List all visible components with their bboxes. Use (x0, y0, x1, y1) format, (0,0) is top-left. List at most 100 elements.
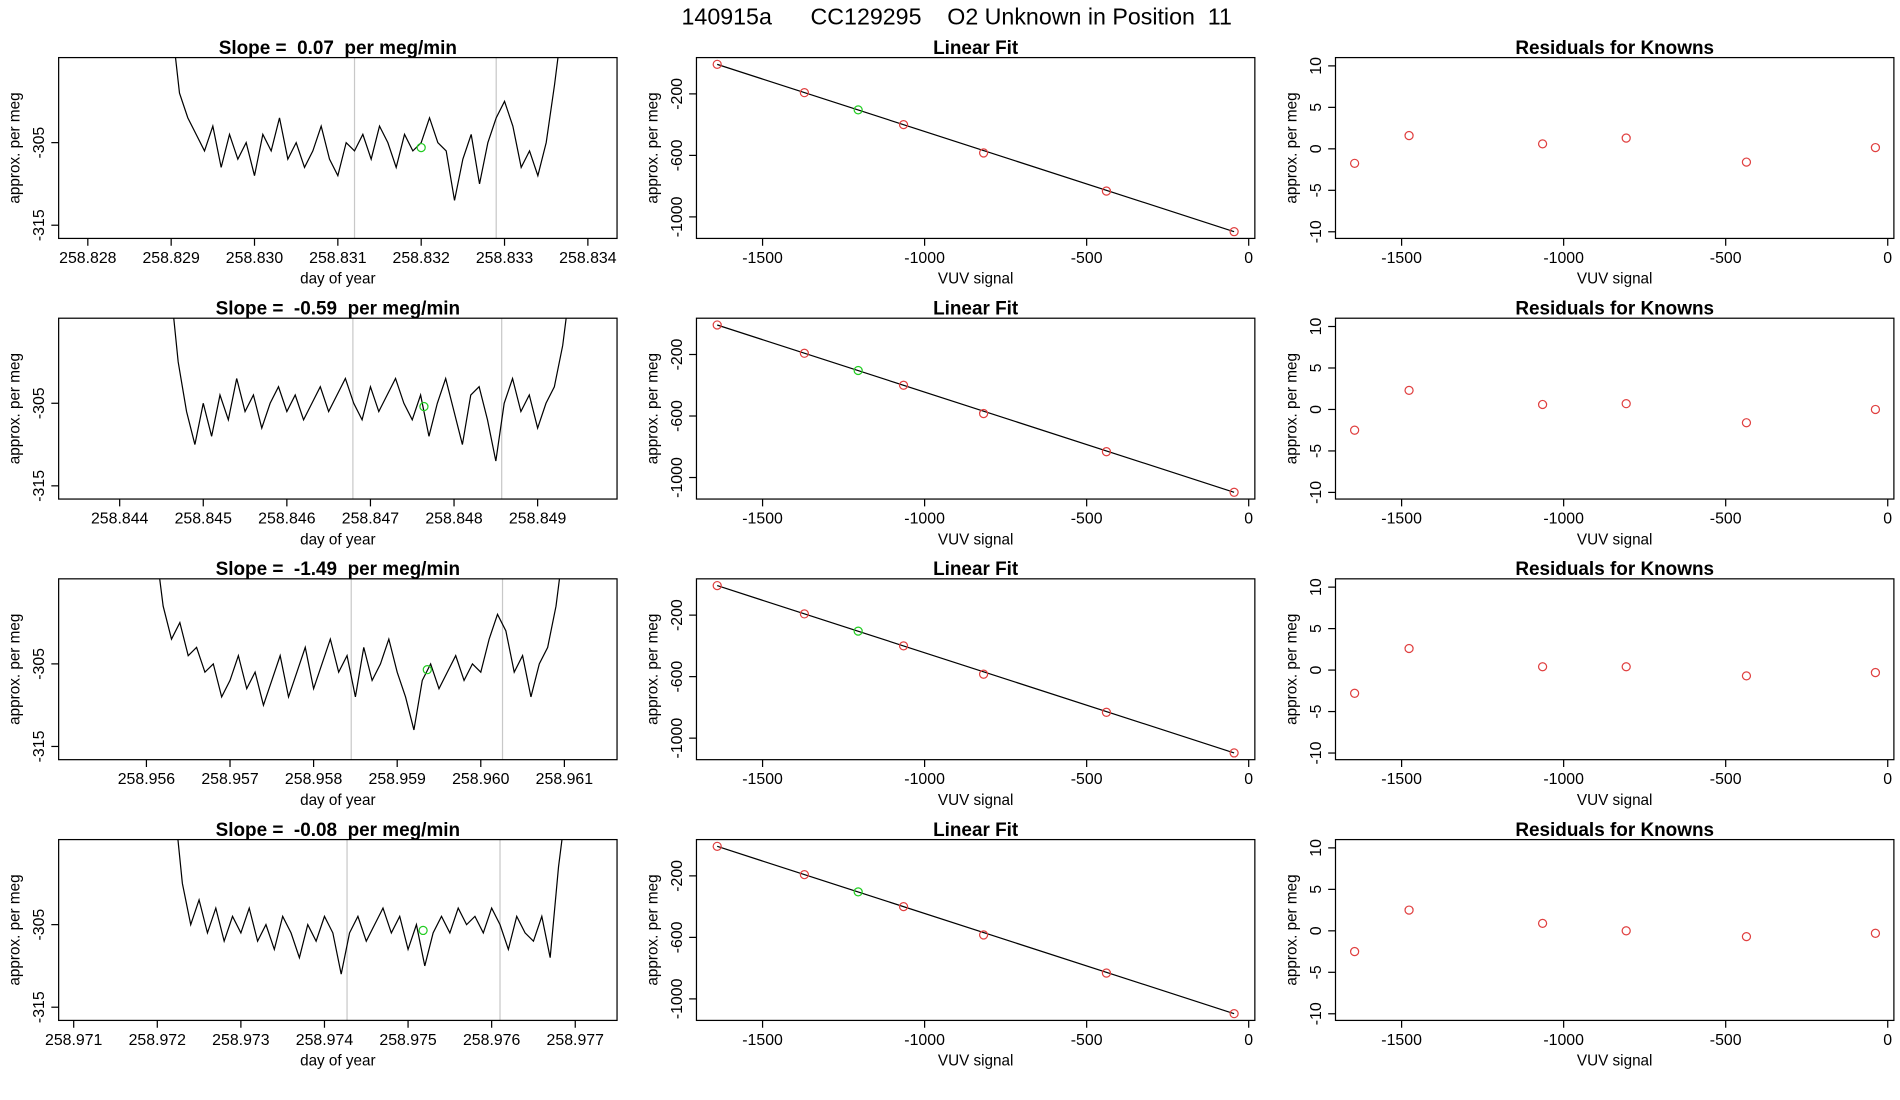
x-tick-label: 258.847 (342, 510, 400, 527)
fit-line (717, 845, 1235, 1015)
x-tick-label: -500 (1710, 510, 1742, 527)
plot-frame (1334, 317, 1895, 500)
y-tick-label: -315 (31, 470, 48, 502)
data-line (174, 57, 559, 201)
data-point (1621, 662, 1631, 672)
fit-line (717, 63, 1235, 233)
plot-frame (695, 838, 1256, 1022)
highlight-point (418, 925, 428, 936)
y-axis-label: approx. per meg (1283, 353, 1300, 464)
x-tick-label: 258.831 (309, 250, 367, 267)
y-tick-label: -5 (1308, 965, 1325, 979)
plot-area (712, 320, 1239, 497)
x-tick-label: -1500 (1381, 1032, 1422, 1049)
panel-title: Slope = -1.49 per meg/min (216, 559, 461, 580)
y-tick-label: -305 (31, 387, 48, 419)
x-tick-label: 258.829 (142, 250, 200, 267)
plot-area (1349, 643, 1881, 698)
y-axis-label: approx. per meg (7, 614, 24, 725)
data-point (1741, 931, 1752, 942)
x-tick-label: 258.957 (201, 771, 259, 788)
y-tick-label: -600 (669, 661, 686, 693)
x-tick-label: -1500 (1381, 510, 1422, 527)
y-tick-label: -5 (1308, 444, 1325, 458)
plot-frame (58, 838, 618, 1022)
fit-line (717, 324, 1235, 493)
data-point (898, 901, 909, 912)
y-tick-label: 5 (1308, 363, 1325, 372)
x-tick-label: -1500 (742, 771, 783, 788)
y-tick-label: -600 (669, 139, 686, 171)
data-point (978, 669, 989, 679)
y-tick-label: 10 (1308, 318, 1325, 336)
panel-title: Linear Fit (933, 820, 1019, 841)
x-tick-label: 258.845 (175, 510, 233, 527)
data-point (1101, 707, 1112, 717)
data-point (712, 580, 722, 591)
y-tick-label: -315 (31, 991, 48, 1023)
fit-line (717, 585, 1235, 754)
data-point (1870, 928, 1881, 938)
plot-frame (58, 56, 618, 240)
data-point (1229, 487, 1239, 497)
x-tick-label: -1000 (904, 1032, 945, 1049)
y-tick-label: 5 (1308, 624, 1325, 633)
data-point (1349, 158, 1360, 168)
panel: Linear Fit -1500 -1000 -500 0 -200 -600 -1000 VU… (644, 559, 1256, 809)
data-point (1404, 643, 1414, 654)
data-point (1537, 399, 1548, 410)
data-point (1537, 662, 1548, 672)
panel-title: Slope = 0.07 per meg/min (219, 38, 457, 59)
x-tick-label: 258.974 (296, 1032, 354, 1049)
panel: Residuals for Knowns -1500 -1000 -500 0 -10 -5… (1283, 559, 1895, 809)
x-tick-label: -1500 (742, 510, 783, 527)
data-point (799, 88, 810, 98)
y-axis-label: approx. per meg (1283, 874, 1300, 985)
x-tick-label: 258.958 (285, 771, 343, 788)
plot-frame (1334, 578, 1895, 761)
y-axis-label: approx. per meg (644, 874, 661, 985)
y-tick-label: 0 (1308, 926, 1325, 935)
y-tick-label: -1000 (669, 457, 686, 498)
x-tick-label: 0 (1244, 250, 1253, 267)
plot-area (712, 59, 1239, 237)
x-tick-label: 0 (1244, 771, 1253, 788)
y-axis-label: approx. per meg (644, 614, 661, 725)
data-point (1741, 418, 1752, 428)
x-axis-label: day of year (300, 531, 376, 548)
data-point (853, 105, 863, 115)
panel: Slope = -0.08 per meg/min 258.971 258.972 2… (7, 820, 618, 1070)
x-tick-label: -500 (1710, 771, 1742, 788)
x-tick-label: 258.972 (129, 1032, 187, 1049)
data-point (1870, 404, 1881, 415)
panel-title: Slope = -0.08 per meg/min (216, 820, 461, 841)
data-point (1101, 968, 1112, 978)
panel: Linear Fit -1500 -1000 -500 0 -200 -600 -1000 VU… (644, 38, 1256, 288)
x-tick-label: -1000 (1543, 510, 1584, 527)
panel: Slope = -0.59 per meg/min 258.844 258.845 2… (7, 299, 618, 548)
y-tick-label: -600 (669, 921, 686, 953)
x-tick-label: 0 (1883, 250, 1892, 267)
plot-area (1349, 130, 1881, 168)
plot-area (1349, 385, 1881, 435)
x-tick-label: 258.961 (536, 771, 594, 788)
y-axis-label: approx. per meg (644, 353, 661, 464)
y-tick-label: 10 (1308, 578, 1325, 596)
x-tick-label: 258.830 (226, 250, 284, 267)
plot-area (177, 839, 563, 1021)
x-tick-label: -1000 (1543, 250, 1584, 267)
y-tick-label: -10 (1308, 741, 1325, 764)
x-axis-label: VUV signal (938, 531, 1014, 548)
highlight-point (416, 142, 426, 153)
data-point (1229, 748, 1239, 758)
x-tick-label: 0 (1883, 510, 1892, 527)
data-line (173, 318, 567, 462)
x-tick-label: -1500 (1381, 771, 1422, 788)
x-tick-label: 258.973 (212, 1032, 270, 1049)
x-tick-label: -1500 (1381, 250, 1422, 267)
plot-area (173, 318, 567, 500)
data-point (1741, 671, 1752, 681)
x-axis-label: VUV signal (1577, 792, 1653, 809)
data-point (1349, 688, 1360, 698)
data-point (978, 930, 989, 940)
